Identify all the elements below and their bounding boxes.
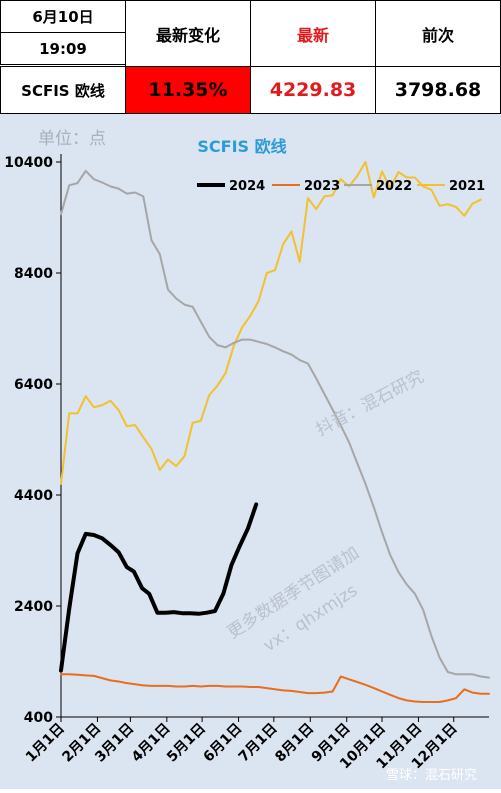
prev-value: 3798.68 (375, 66, 501, 114)
y-tick-label: 8400 (14, 266, 53, 282)
summary-table: 6月10日 19:09 最新变化 最新 前次 SCFIS 欧线 11.35% 4… (0, 0, 501, 114)
x-tick-label: 1月1日 (23, 721, 68, 766)
series-line-2021 (60, 161, 482, 485)
chart-area: 单位：点 SCFIS 欧线 400 2400 4400 6400 8400 10400 1… (0, 114, 501, 789)
col-header-prev: 前次 (375, 0, 501, 67)
watermark-footer: 雪球：混石研究 (386, 768, 477, 783)
legend: 2024 2023 2022 2021 (197, 179, 485, 194)
x-tick-label: 4月1日 (129, 721, 174, 766)
x-tick-label: 8月1日 (272, 721, 317, 766)
series-line-2023 (60, 673, 490, 703)
y-tick-label: 4400 (14, 488, 53, 504)
y-tick-label: 6400 (14, 377, 53, 393)
y-tick-label: 2400 (14, 599, 53, 615)
legend-label-2023: 2023 (304, 179, 340, 194)
unit-label: 单位：点 (38, 129, 106, 149)
col-header-change: 最新变化 (125, 0, 251, 67)
y-tick-label: 10400 (4, 155, 53, 171)
y-tick-label: 400 (24, 710, 53, 726)
x-tick-label: 5月1日 (164, 721, 209, 766)
latest-value: 4229.83 (250, 66, 376, 114)
x-axis: 1月1日2月1日3月1日4月1日5月1日6月1日7月1日8月1日9月1日10月1… (23, 716, 489, 772)
series-line-2022 (60, 169, 490, 679)
row-label: SCFIS 欧线 (0, 66, 126, 114)
line-chart: 单位：点 SCFIS 欧线 400 2400 4400 6400 8400 10400 1… (4, 129, 490, 783)
series-line-2024 (59, 502, 259, 673)
y-axis: 400 2400 4400 6400 8400 10400 (4, 154, 62, 726)
series-group (59, 161, 490, 703)
x-tick-label: 7月1日 (236, 721, 281, 766)
chart-title: SCFIS 欧线 (197, 137, 286, 156)
date-text: 6月10日 (0, 0, 126, 33)
x-tick-label: 6月1日 (200, 721, 245, 766)
legend-label-2022: 2022 (376, 179, 412, 194)
col-header-latest: 最新 (250, 0, 376, 67)
legend-label-2021: 2021 (449, 179, 485, 194)
time-text: 19:09 (0, 32, 126, 65)
date-cell: 6月10日 19:09 (0, 0, 126, 67)
legend-label-2024: 2024 (229, 179, 265, 194)
change-value: 11.35% (125, 66, 251, 114)
